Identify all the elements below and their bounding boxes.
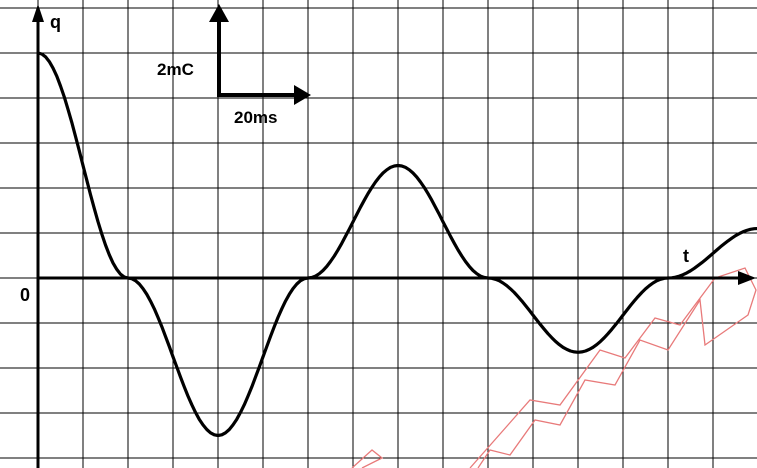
charge-scale-label: 2mC [157,60,194,79]
x-axis-arrowhead [738,271,756,285]
charge-scale-arrowhead [209,4,229,22]
watermark-logo [351,267,757,468]
scale-indicator: 2mC 20ms [157,4,311,127]
origin-label: 0 [20,285,30,305]
time-scale-label: 20ms [234,108,277,127]
x-axis-label: t [683,246,689,266]
data-line [37,51,757,438]
time-scale-arrowhead [294,85,311,105]
y-axis-arrowhead [32,4,44,22]
axes [32,4,756,468]
y-axis-label: q [50,12,61,32]
